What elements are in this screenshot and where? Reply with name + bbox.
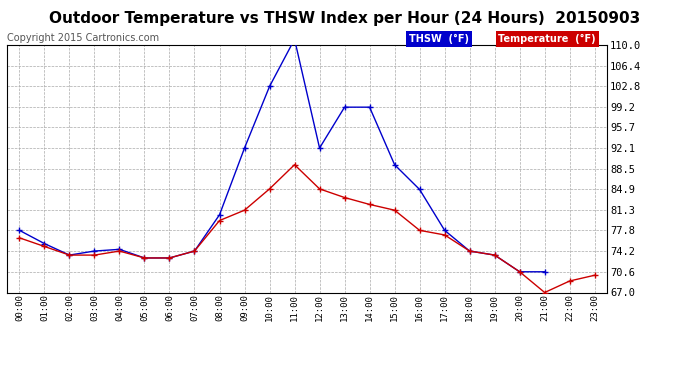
Text: Temperature  (°F): Temperature (°F) bbox=[498, 34, 596, 44]
Text: Copyright 2015 Cartronics.com: Copyright 2015 Cartronics.com bbox=[7, 33, 159, 42]
Text: Outdoor Temperature vs THSW Index per Hour (24 Hours)  20150903: Outdoor Temperature vs THSW Index per Ho… bbox=[50, 11, 640, 26]
Text: THSW  (°F): THSW (°F) bbox=[409, 34, 469, 44]
